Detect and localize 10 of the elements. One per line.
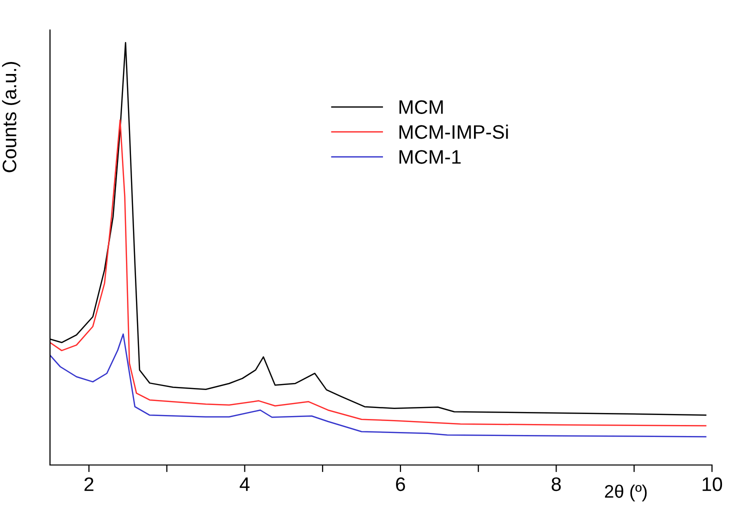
x-axis-title: 2θ (º) <box>604 484 647 502</box>
y-axis-title: Counts (a.u.) <box>2 62 20 172</box>
x-tick-label: 2 <box>84 477 94 491</box>
x-tick-label: 4 <box>240 478 250 491</box>
x-tick-label: 10 <box>702 477 722 492</box>
x-tick-label: 6 <box>396 477 406 492</box>
legend-label: MCM-1 <box>399 150 461 164</box>
legend-label: MCM-IMP-Si <box>399 124 508 139</box>
legend-label: MCM <box>399 100 443 114</box>
x-tick-label: 8 <box>552 477 561 492</box>
